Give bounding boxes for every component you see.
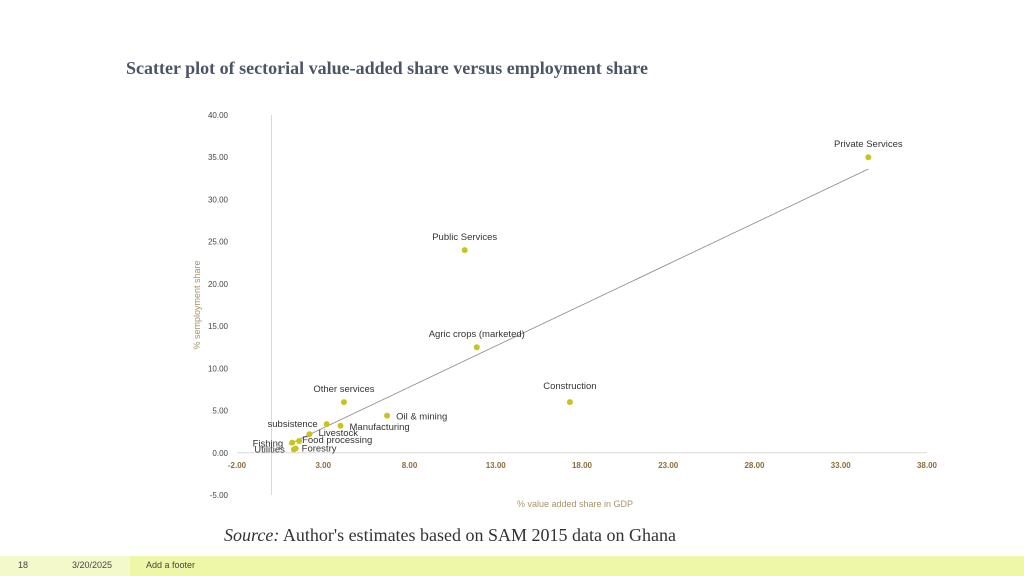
- scatter-chart: -5.00 0.00 5.00 10.00 15.00 20.00 25.00 30.00 35…: [192, 111, 938, 509]
- x-tick-label: 23.00: [658, 461, 679, 470]
- point-label: Livestock: [318, 428, 358, 439]
- x-tick-label: 18.00: [572, 461, 593, 470]
- x-tick-label: 33.00: [831, 461, 852, 470]
- x-tick-label: 38.00: [917, 461, 938, 470]
- trendline: [288, 168, 869, 445]
- x-tick-label: 3.00: [315, 461, 331, 470]
- source-text: Author's estimates based on SAM 2015 dat…: [282, 525, 677, 545]
- tick-labels: -5.00 0.00 5.00 10.00 15.00 20.00 25.00 30.00 35…: [208, 111, 938, 500]
- data-point: [473, 344, 480, 351]
- data-point: [384, 412, 391, 419]
- y-tick-label: 20.00: [208, 280, 229, 289]
- data-point: [306, 431, 313, 438]
- point-label: Forestry: [302, 444, 337, 455]
- x-tick-label: 28.00: [744, 461, 765, 470]
- point-label: Private Services: [834, 139, 903, 150]
- slide-number: 18: [18, 560, 29, 570]
- data-point: [296, 437, 303, 444]
- x-tick-label: 8.00: [402, 461, 418, 470]
- point-label: Food processing: [302, 435, 372, 446]
- point-label: Public Services: [432, 232, 497, 243]
- chart-title: Scatter plot of sectorial value-added sh…: [126, 58, 648, 78]
- y-tick-label: 15.00: [208, 322, 229, 331]
- point-label: Construction: [543, 381, 596, 392]
- data-point: [461, 247, 468, 254]
- data-point: [337, 422, 344, 429]
- data-point: [292, 445, 299, 452]
- data-point: [566, 399, 573, 406]
- source-prefix: Source:: [224, 525, 280, 545]
- data-point: [289, 439, 296, 446]
- y-tick-label: 35.00: [208, 153, 229, 162]
- y-tick-label: -5.00: [210, 491, 229, 500]
- y-axis-label: % semployment share: [192, 260, 202, 349]
- point-label: Other services: [313, 384, 374, 395]
- x-tick-label: -2.00: [228, 461, 247, 470]
- point-label: Agric crops (marketed): [429, 329, 525, 340]
- data-point: [340, 399, 347, 406]
- footer-bar: 18 3/20/2025 Add a footer: [0, 556, 1024, 576]
- point-labels: Private Services Public Services Agric cro…: [253, 139, 903, 455]
- point-label: Utilities: [254, 444, 285, 455]
- y-tick-label: 0.00: [212, 449, 228, 458]
- y-tick-label: 40.00: [208, 111, 229, 120]
- y-tick-label: 25.00: [208, 238, 229, 247]
- y-tick-label: 10.00: [208, 364, 229, 373]
- x-tick-label: 13.00: [486, 461, 507, 470]
- y-tick-label: 30.00: [208, 195, 229, 204]
- source-note: Source: Author's estimates based on SAM …: [224, 525, 676, 546]
- axes: [237, 115, 927, 495]
- footer-left-panel: [0, 556, 130, 576]
- point-label: subsistence: [268, 419, 318, 430]
- data-point: [323, 421, 330, 428]
- data-point: [865, 154, 872, 161]
- footer-date: 3/20/2025: [72, 560, 113, 570]
- point-label: Manufacturing: [350, 422, 410, 433]
- y-tick-label: 5.00: [212, 407, 228, 416]
- point-label: Oil & mining: [396, 412, 447, 423]
- data-points: [289, 154, 872, 453]
- trendline-group: [288, 168, 869, 445]
- footer-text[interactable]: Add a footer: [146, 560, 196, 570]
- x-axis-label: % value added share in GDP: [517, 499, 633, 509]
- point-label: Fishing: [253, 439, 284, 450]
